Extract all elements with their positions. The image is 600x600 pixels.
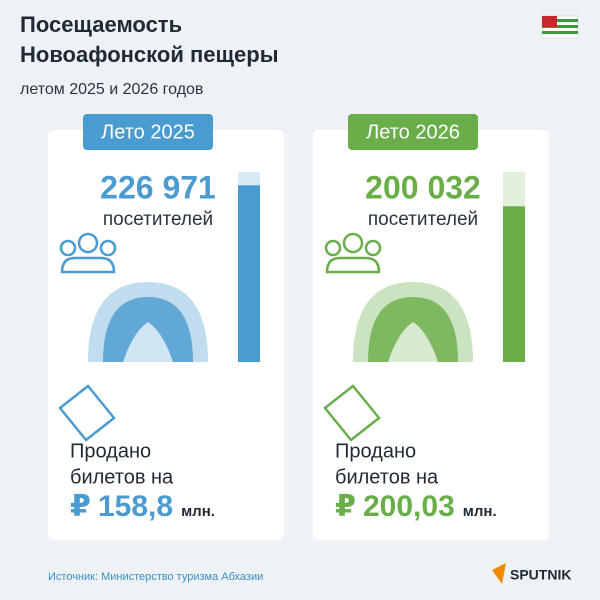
- flag: [541, 15, 579, 39]
- cave-icon: [88, 282, 208, 362]
- bar: [238, 185, 260, 362]
- icon-part: [324, 239, 342, 257]
- subtitle: летом 2025 и 2026 годов: [20, 81, 203, 98]
- icon-part: [99, 239, 117, 257]
- icon-part: [364, 239, 382, 257]
- title-line: Новоафонской пещеры: [20, 42, 279, 67]
- sales-text: Продано: [335, 440, 416, 462]
- icon-part: [77, 232, 99, 254]
- card-label-pill: [83, 114, 213, 150]
- title-line: Посещаемость: [20, 12, 182, 37]
- icon-part: [342, 232, 364, 254]
- currency: ₽: [335, 490, 356, 523]
- card-label: Лето 2025: [101, 121, 195, 143]
- icon-part: [388, 322, 438, 362]
- amount: 200,03: [363, 490, 455, 523]
- icon-part: [123, 322, 173, 362]
- card: Лето 2026 200 032 посетителей Продано билето…: [313, 114, 549, 540]
- amount: 158,8: [98, 490, 173, 523]
- amount-unit: млн.: [181, 503, 215, 520]
- brand-logo: [492, 563, 506, 584]
- visitors-unit: посетителей: [368, 209, 478, 230]
- visitors: 226 971: [100, 169, 216, 205]
- amount-unit: млн.: [463, 503, 497, 520]
- currency: ₽: [70, 490, 91, 523]
- visitors-unit: посетителей: [103, 209, 213, 230]
- card-label: Лето 2026: [366, 121, 460, 143]
- card-label-pill: [348, 114, 478, 150]
- source: Источник: Министерство туризма Абхазии: [48, 571, 263, 583]
- sales-text: билетов на: [335, 466, 439, 488]
- card: Лето 2025 226 971 посетителей Продано билето…: [48, 114, 284, 540]
- people-icon: [324, 232, 382, 274]
- ticket-icon: [58, 384, 116, 442]
- cave-icon: [353, 282, 473, 362]
- people-icon: [59, 232, 117, 274]
- icon-part: [325, 256, 381, 274]
- icon-part: [60, 256, 116, 274]
- ticket-icon: [323, 384, 381, 442]
- sales-text: билетов на: [70, 466, 174, 488]
- visitors: 200 032: [365, 169, 481, 205]
- brand: SPUTNIK: [510, 567, 571, 583]
- sales-text: Продано: [70, 440, 151, 462]
- icon-part: [59, 239, 77, 257]
- bar: [503, 206, 525, 362]
